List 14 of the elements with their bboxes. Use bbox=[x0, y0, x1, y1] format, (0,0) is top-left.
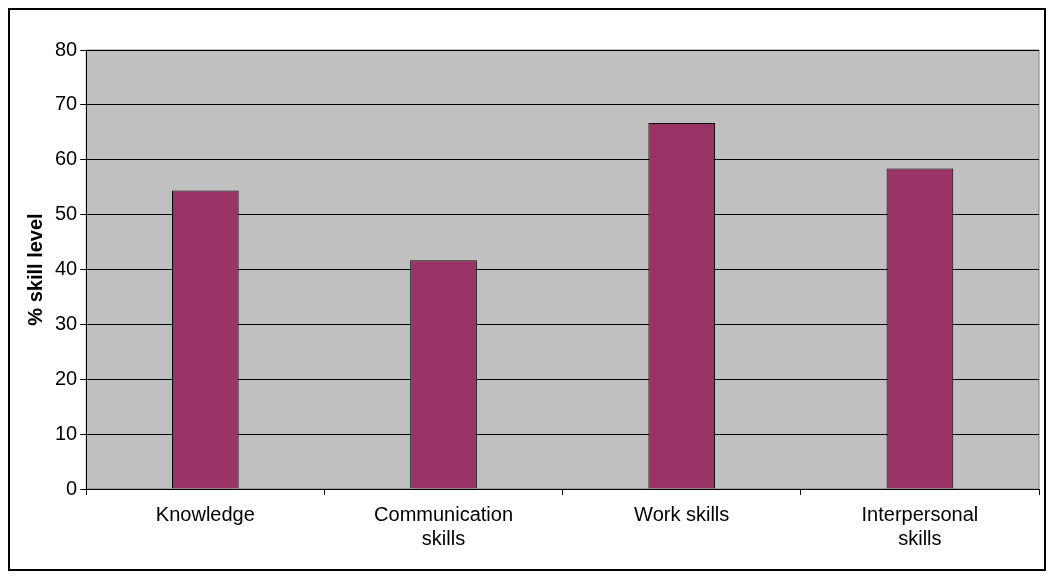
x-tick-label: Communication skills bbox=[374, 502, 514, 549]
x-tick-label: Knowledge bbox=[155, 502, 255, 525]
y-tick-label: 0 bbox=[66, 476, 78, 499]
x-tick-label: Work skills bbox=[634, 502, 730, 525]
y-tick-label: 40 bbox=[55, 257, 78, 280]
y-axis-title: % skill level bbox=[23, 213, 46, 326]
y-tick-label: 60 bbox=[55, 147, 78, 170]
y-tick-label: 70 bbox=[55, 92, 78, 115]
y-tick-label: 30 bbox=[55, 311, 78, 334]
x-tick-label: Interpersonal skills bbox=[861, 502, 979, 549]
y-tick-label: 20 bbox=[55, 366, 78, 389]
y-tick-label: 10 bbox=[55, 421, 78, 444]
y-tick-label: 50 bbox=[55, 202, 78, 225]
y-tick-label: 80 bbox=[55, 37, 78, 60]
